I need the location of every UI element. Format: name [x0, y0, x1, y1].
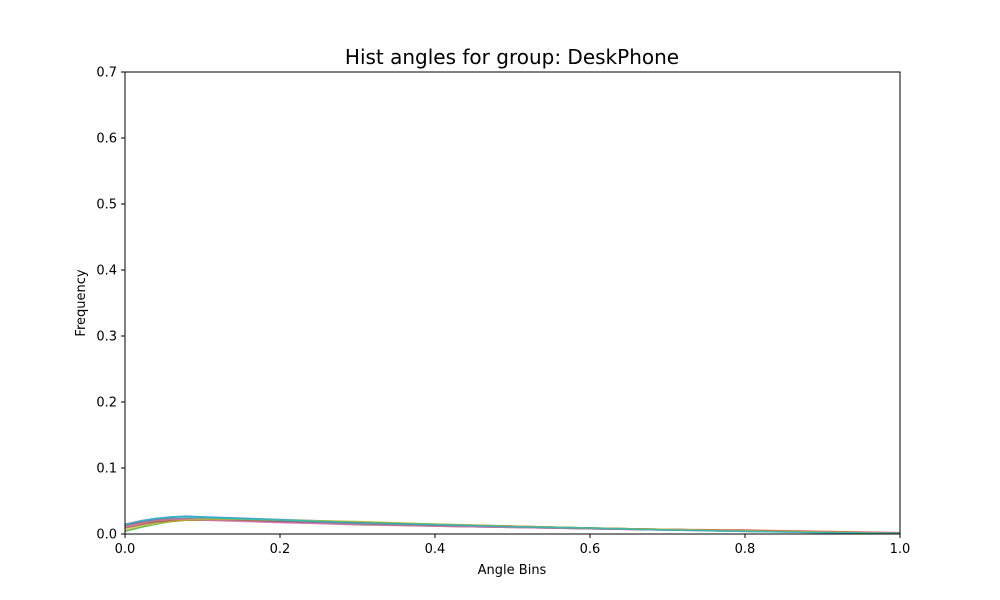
series-layer — [124, 515, 901, 535]
plot-frame — [124, 71, 901, 535]
x-tick-label: 0.4 — [425, 542, 446, 557]
x-tick-label: 0.2 — [270, 542, 291, 557]
y-tick-label: 0.3 — [96, 330, 117, 345]
y-axis-ticks: 0.0 0.1 0.2 0.3 0.4 0.5 0.6 0.7 — [96, 66, 125, 543]
plot-area — [125, 72, 900, 534]
y-tick-label: 0.2 — [96, 396, 117, 411]
chart-title: Hist angles for group: DeskPhone — [345, 45, 679, 69]
y-tick-label: 0.5 — [96, 198, 117, 213]
y-tick-label: 0.7 — [96, 66, 117, 81]
x-tick-label: 1.0 — [890, 542, 911, 557]
y-tick-label: 0.0 — [96, 528, 117, 543]
x-axis-ticks: 0.0 0.2 0.4 0.6 0.8 1.0 — [115, 534, 911, 557]
x-tick-label: 0.0 — [115, 542, 136, 557]
x-axis-label: Angle Bins — [478, 563, 547, 578]
y-tick-label: 0.1 — [96, 462, 117, 477]
x-tick-label: 0.6 — [580, 542, 601, 557]
x-tick-label: 0.8 — [735, 542, 756, 557]
y-axis-label: Frequency — [74, 269, 89, 336]
y-tick-label: 0.6 — [96, 132, 117, 147]
series-line-10 — [124, 516, 901, 535]
y-tick-label: 0.4 — [96, 264, 117, 279]
